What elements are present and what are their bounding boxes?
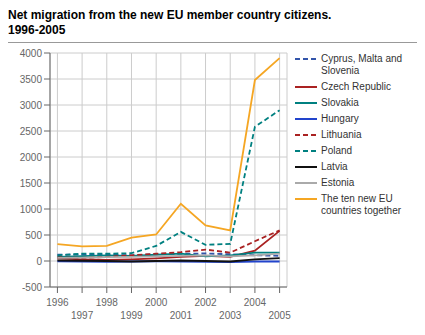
html-text:Lithuania: Lithuania <box>321 129 362 140</box>
html-text:1996-2005: 1996-2005 <box>8 23 66 37</box>
html-text:Estonia: Estonia <box>321 177 355 188</box>
svg-text:2000: 2000 <box>20 152 43 163</box>
html-text:The ten new EU: The ten new EU <box>321 193 393 204</box>
html-text:Net migration from the new EU: Net migration from the new EU member cou… <box>8 8 332 22</box>
svg-text:2003: 2003 <box>219 310 242 321</box>
svg-text:2005: 2005 <box>268 310 291 321</box>
svg-text:500: 500 <box>25 230 42 241</box>
svg-text:3000: 3000 <box>20 100 43 111</box>
html-text:Slovenia: Slovenia <box>321 65 360 76</box>
html-text:countries together: countries together <box>321 205 402 216</box>
svg-text:2002: 2002 <box>194 297 217 308</box>
html-text:Poland: Poland <box>321 145 353 156</box>
svg-text:3500: 3500 <box>20 74 43 85</box>
html-text:Czech Republic: Czech Republic <box>321 81 391 92</box>
html-text:Hungary: Hungary <box>321 113 359 124</box>
html-text:Latvia: Latvia <box>321 161 348 172</box>
html-text:Cyprus, Malta and: Cyprus, Malta and <box>321 53 403 64</box>
svg-text:2001: 2001 <box>170 310 193 321</box>
svg-text:1997: 1997 <box>71 310 94 321</box>
svg-text:2000: 2000 <box>145 297 168 308</box>
svg-text:1500: 1500 <box>20 178 43 189</box>
svg-text:1999: 1999 <box>120 310 143 321</box>
svg-text:2004: 2004 <box>244 297 267 308</box>
svg-text:4000: 4000 <box>20 48 43 59</box>
svg-text:1000: 1000 <box>20 204 43 215</box>
svg-text:2500: 2500 <box>20 126 43 137</box>
svg-text:1998: 1998 <box>96 297 119 308</box>
svg-text:-500: -500 <box>22 282 42 293</box>
svg-text:0: 0 <box>36 256 42 267</box>
html-text:Slovakia: Slovakia <box>321 97 359 108</box>
svg-text:1996: 1996 <box>46 297 69 308</box>
